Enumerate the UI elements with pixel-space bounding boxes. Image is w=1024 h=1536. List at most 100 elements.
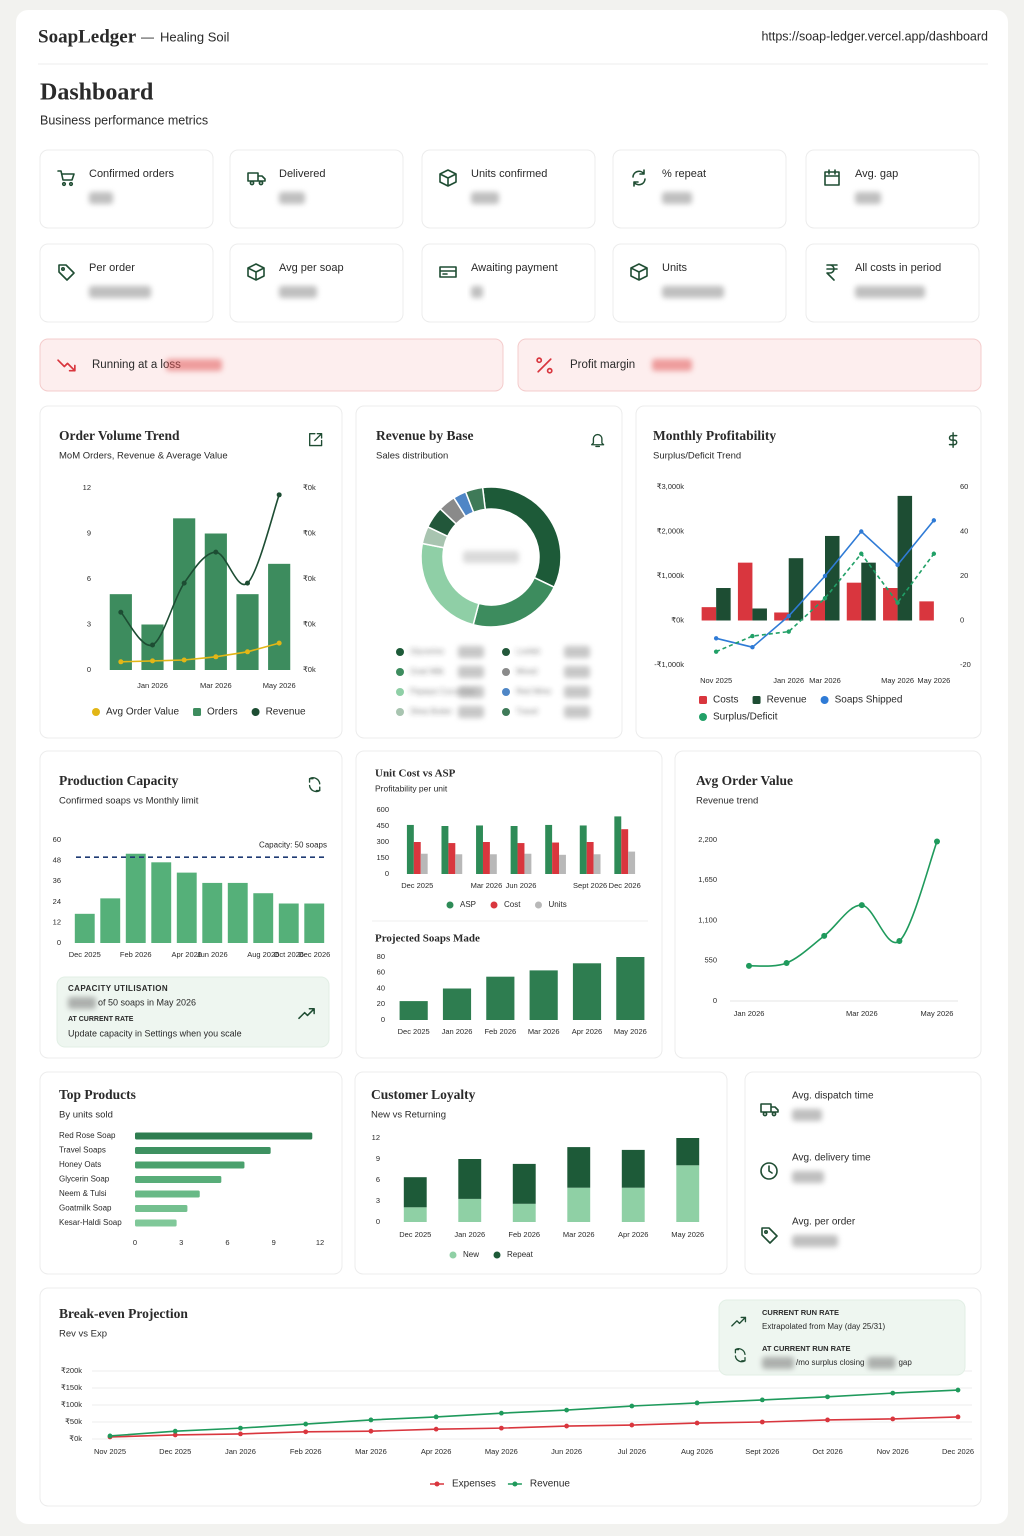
- blurred-value: [792, 1109, 822, 1121]
- icon: [760, 1162, 778, 1180]
- legend-label: Red Wine: [516, 687, 552, 696]
- blurred-value: [458, 666, 484, 678]
- point: [750, 645, 755, 650]
- chart-subtitle: Sales distribution: [376, 451, 448, 462]
- icon: [824, 169, 840, 186]
- card: [39, 1071, 343, 1275]
- icon: [247, 172, 266, 186]
- point: [213, 549, 219, 555]
- y-tick-label: 3: [87, 619, 91, 628]
- bar: [510, 826, 518, 874]
- kpi-label: Units: [662, 262, 688, 274]
- y-tick-label: ₹0k: [303, 483, 316, 492]
- bar: [100, 898, 121, 943]
- y-tick-label: Neem & Tulsi: [59, 1189, 107, 1198]
- icon: [632, 169, 646, 187]
- point: [118, 659, 124, 665]
- icon: [298, 1008, 315, 1020]
- point: [955, 1387, 961, 1393]
- blurred-value: [792, 1171, 824, 1183]
- y-tick-label: -20: [960, 660, 971, 669]
- x-tick-label: 0: [133, 1238, 137, 1247]
- blurred-value: [762, 1357, 794, 1369]
- y-tick-label: Red Rose Soap: [59, 1131, 116, 1140]
- bar: [135, 1161, 245, 1169]
- x-tick-label: Dec 2026: [609, 881, 641, 890]
- legend-swatch: [502, 688, 510, 696]
- y-tick-label: ₹0k: [303, 619, 316, 628]
- legend-label: Goat Milk: [410, 667, 445, 676]
- y-tick-label: 6: [376, 1175, 380, 1184]
- bar: [701, 607, 717, 621]
- x-tick-label: May 2026: [921, 1009, 954, 1018]
- blurred-value: [792, 1235, 838, 1247]
- legend-swatch: [92, 708, 100, 716]
- blurred-value: [564, 686, 590, 698]
- kpi-label: Confirmed orders: [89, 168, 174, 180]
- y-tick-label: ₹0k: [69, 1434, 82, 1443]
- bar: [176, 872, 197, 943]
- bar-segment: [621, 1187, 645, 1222]
- point: [858, 902, 865, 909]
- legend-label: Repeat: [507, 1250, 534, 1259]
- bar-segment: [403, 1207, 427, 1222]
- x-tick-label: May 2026: [614, 1027, 647, 1036]
- x-tick-label: Dec 2025: [159, 1447, 191, 1456]
- y-tick-label: 150: [376, 853, 389, 862]
- x-tick-label: May 2026: [485, 1447, 518, 1456]
- bar: [151, 862, 172, 943]
- point: [821, 932, 828, 939]
- stat-label: Avg. dispatch time: [792, 1091, 874, 1102]
- card: [56, 976, 330, 1048]
- y-tick-label: 12: [83, 483, 91, 492]
- card: [805, 243, 980, 323]
- y-tick-label: ₹150k: [61, 1383, 82, 1392]
- x-tick-label: 6: [225, 1238, 229, 1247]
- y-tick-label: -₹1,000k: [654, 660, 684, 669]
- legend-label: Avg Order Value: [106, 707, 179, 718]
- point: [895, 600, 900, 605]
- y-tick-label: 3: [376, 1196, 380, 1205]
- kpi-label: All costs in period: [855, 262, 941, 274]
- blurred-value: [89, 286, 151, 298]
- point: [759, 1397, 765, 1403]
- point: [934, 838, 940, 845]
- bar: [253, 893, 274, 943]
- x-tick-label: 9: [272, 1238, 276, 1247]
- bar: [586, 842, 594, 874]
- chart-title: Order Volume Trend: [59, 428, 180, 443]
- chart-subtitle: By units sold: [59, 1110, 113, 1121]
- y-tick-label: 1,100: [698, 915, 717, 924]
- x-tick-label: Dec 2025: [399, 1230, 431, 1239]
- bar-segment: [512, 1163, 536, 1204]
- bar: [420, 853, 428, 874]
- chart-title: Break-even Projection: [59, 1306, 188, 1321]
- bar: [109, 594, 132, 670]
- bar: [135, 1176, 222, 1183]
- point: [895, 562, 900, 568]
- point: [786, 613, 791, 619]
- icon: [309, 433, 323, 447]
- x-tick-label: Mar 2026: [200, 681, 232, 690]
- bar: [529, 970, 558, 1020]
- point: [245, 649, 250, 655]
- bar: [825, 535, 840, 621]
- chart-subtitle: New vs Returning: [371, 1110, 446, 1121]
- y-tick-label: ₹0k: [303, 528, 316, 537]
- y-tick-label: 80: [377, 952, 385, 961]
- kpi-label: Delivered: [279, 168, 325, 180]
- run-rate-note: Extrapolated from May (day 25/31): [762, 1322, 886, 1331]
- point: [172, 1432, 178, 1438]
- point: [303, 1429, 309, 1435]
- point: [786, 629, 791, 634]
- y-tick-label: 0: [87, 665, 91, 674]
- y-tick-label: ₹100k: [61, 1400, 82, 1409]
- x-tick-label: Jan 2026: [454, 1230, 485, 1239]
- point: [213, 654, 219, 660]
- x-tick-label: Jun 2026: [551, 1447, 582, 1456]
- bar-segment: [621, 1149, 645, 1188]
- x-tick-label: Jan 2026: [225, 1447, 256, 1456]
- point: [150, 658, 155, 664]
- y-tick-label: Travel Soaps: [59, 1146, 106, 1155]
